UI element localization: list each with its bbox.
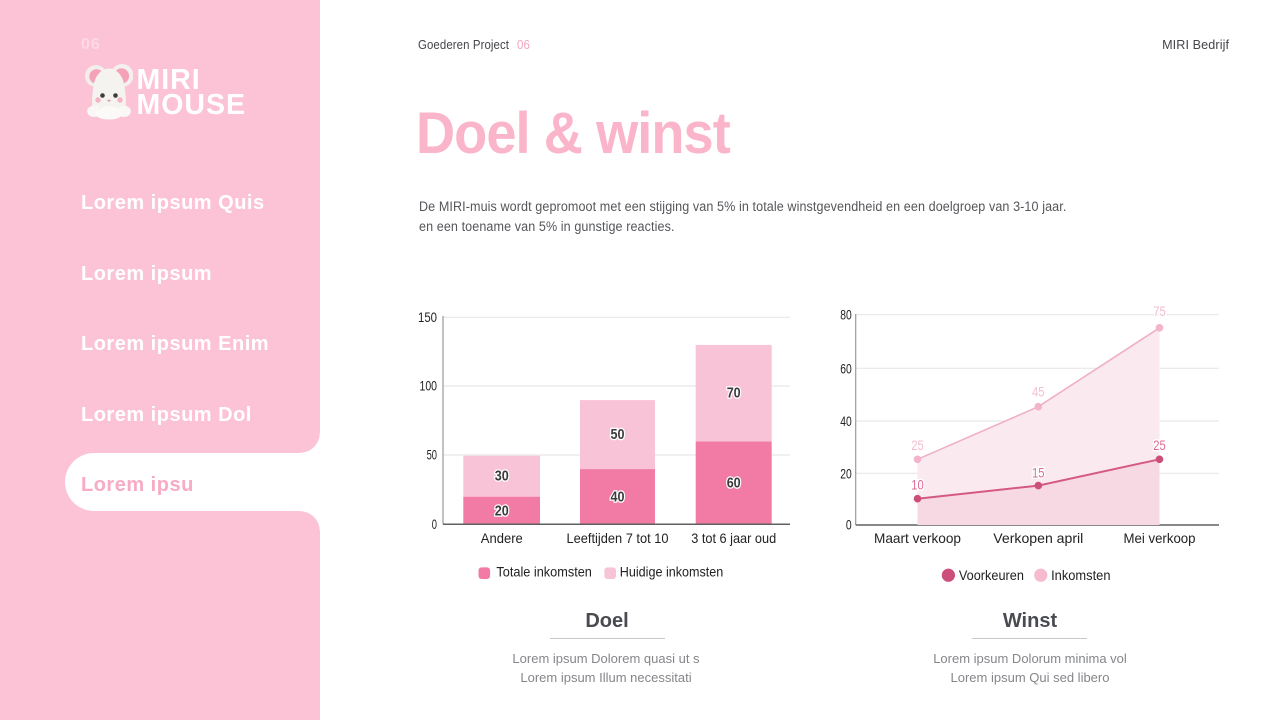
- svg-text:150: 150: [418, 309, 437, 325]
- svg-text:25: 25: [911, 437, 924, 453]
- svg-text:Voorkeuren: Voorkeuren: [959, 567, 1024, 583]
- svg-text:Leeftijden 7 tot 10: Leeftijden 7 tot 10: [567, 530, 669, 546]
- svg-text:75: 75: [1153, 303, 1166, 319]
- svg-text:80: 80: [840, 307, 852, 323]
- svg-text:Huidige inkomsten: Huidige inkomsten: [620, 563, 724, 579]
- svg-text:40: 40: [611, 490, 625, 506]
- svg-text:0: 0: [846, 517, 852, 533]
- svg-text:45: 45: [1032, 384, 1045, 400]
- svg-text:50: 50: [427, 447, 438, 463]
- svg-text:100: 100: [420, 378, 438, 394]
- svg-text:Maart verkoop: Maart verkoop: [874, 530, 961, 546]
- svg-text:20: 20: [495, 503, 509, 519]
- svg-text:Inkomsten: Inkomsten: [1051, 567, 1110, 583]
- svg-text:10: 10: [911, 476, 924, 492]
- svg-text:20: 20: [840, 465, 852, 481]
- svg-text:0: 0: [432, 516, 437, 532]
- svg-text:Verkopen april: Verkopen april: [993, 530, 1083, 546]
- svg-text:50: 50: [611, 427, 625, 443]
- svg-text:Totale inkomsten: Totale inkomsten: [496, 563, 592, 579]
- svg-text:25: 25: [1153, 437, 1166, 453]
- svg-text:60: 60: [840, 360, 852, 376]
- svg-text:60: 60: [727, 476, 741, 492]
- svg-text:3 tot 6 jaar oud: 3 tot 6 jaar oud: [691, 530, 776, 546]
- svg-text:Andere: Andere: [481, 530, 523, 546]
- svg-text:30: 30: [495, 468, 509, 484]
- svg-text:Mei verkoop: Mei verkoop: [1124, 530, 1196, 546]
- svg-text:15: 15: [1032, 465, 1045, 481]
- svg-text:40: 40: [840, 413, 852, 429]
- svg-text:70: 70: [727, 386, 741, 402]
